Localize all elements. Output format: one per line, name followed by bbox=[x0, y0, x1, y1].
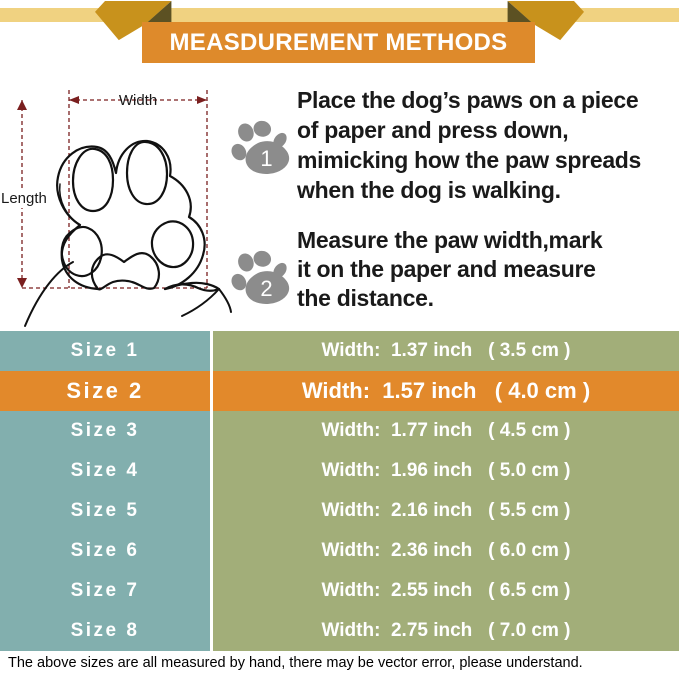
svg-text:1: 1 bbox=[260, 146, 272, 171]
svg-text:Width: Width bbox=[119, 92, 157, 109]
svg-text:Length: Length bbox=[1, 190, 47, 207]
svg-text:2: 2 bbox=[260, 276, 272, 301]
